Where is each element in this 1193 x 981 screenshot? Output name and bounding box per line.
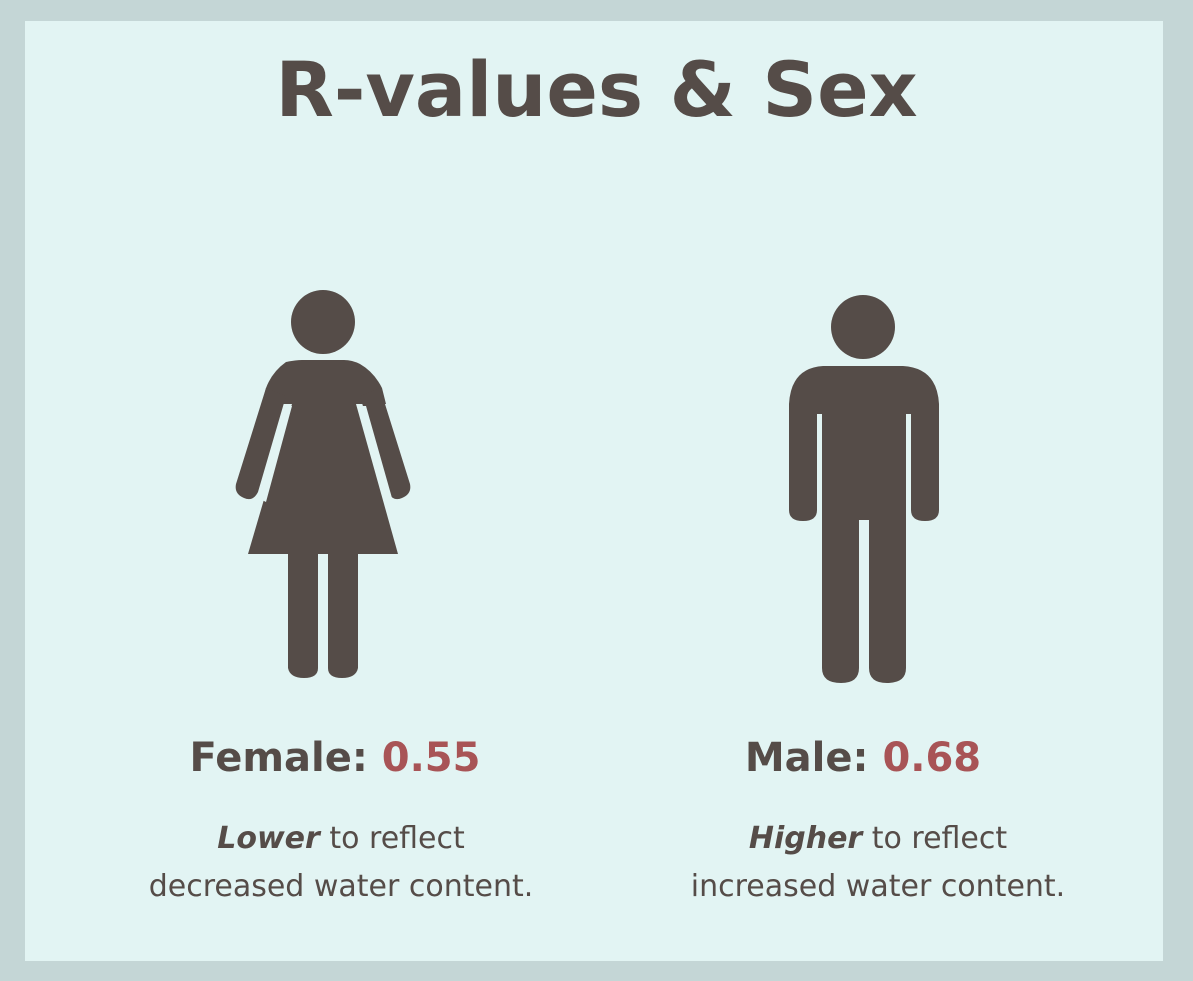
male-label: Male: 0.68 <box>613 738 1113 778</box>
female-description: Lower to reflect decreased water content… <box>71 815 611 911</box>
male-figure-icon <box>789 295 939 683</box>
female-sex-label: Female: <box>189 735 368 781</box>
female-label: Female: 0.55 <box>85 738 585 778</box>
male-line2: increased water content. <box>690 869 1066 904</box>
female-line2: decreased water content. <box>148 869 534 904</box>
infographic-card <box>25 21 1163 961</box>
male-sex-label: Male: <box>744 735 869 781</box>
female-emphasis: Lower <box>217 821 320 856</box>
female-r-value: 0.55 <box>381 735 481 781</box>
male-emphasis: Higher <box>748 821 863 856</box>
female-line1: to reflect <box>319 821 465 856</box>
page-title: R-values & Sex <box>275 45 918 134</box>
female-figure-icon <box>235 290 411 678</box>
male-r-value: 0.68 <box>882 735 982 781</box>
male-line1: to reflect <box>862 821 1008 856</box>
male-description: Higher to reflect increased water conten… <box>608 815 1148 911</box>
